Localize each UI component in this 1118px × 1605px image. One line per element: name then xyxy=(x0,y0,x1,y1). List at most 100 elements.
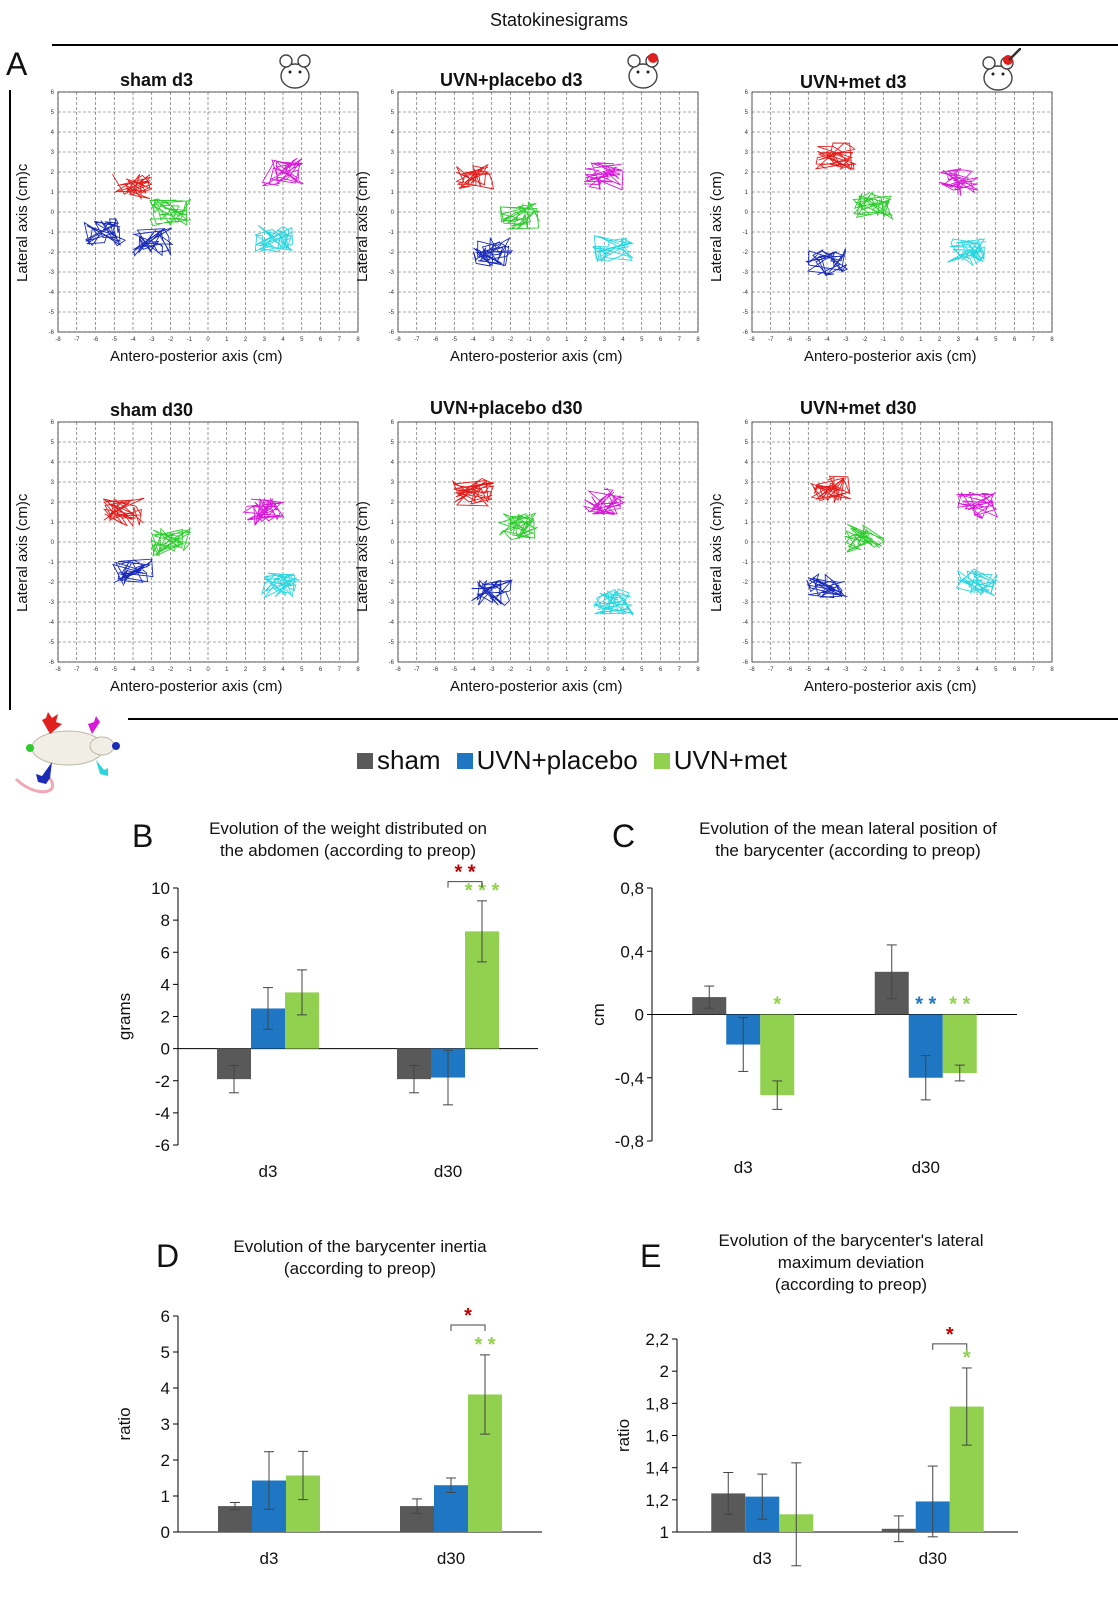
y-axis-label: ratio xyxy=(115,1407,134,1440)
y-tick-label: -5 xyxy=(49,640,55,646)
x-tick-label: 1 xyxy=(565,337,569,343)
chart-b-title-line: the abdomen (according to preop) xyxy=(219,841,477,860)
y-tick-label: -5 xyxy=(743,640,749,646)
y-tick-label: 6 xyxy=(51,420,55,426)
x-tick-label: -7 xyxy=(768,337,774,343)
x-tick-label: 7 xyxy=(338,667,342,673)
y-tick-label: 5 xyxy=(51,110,55,116)
y-tick-label: 3 xyxy=(51,480,55,486)
x-tick-label: 4 xyxy=(281,337,285,343)
y-tick-label: 5 xyxy=(745,440,749,446)
bar xyxy=(218,1506,252,1532)
y-tick-label: 5 xyxy=(745,110,749,116)
y-tick-label: -3 xyxy=(743,600,749,606)
x-tick-label: -6 xyxy=(93,667,99,673)
y-tick-label: 4 xyxy=(51,130,55,136)
chart-e-title-line: Evolution of the barycenter's lateral xyxy=(718,1231,984,1250)
y-tick-label: -1 xyxy=(49,560,55,566)
significance-bracket xyxy=(450,1324,486,1331)
paw-trajectory xyxy=(112,558,154,586)
statokinesigram-xlabel: Antero-posterior axis (cm) xyxy=(110,348,283,365)
x-tick-label: 3 xyxy=(603,667,607,673)
paw-trajectory xyxy=(583,162,624,191)
y-tick-label: 4 xyxy=(391,460,395,466)
y-tick-label: 10 xyxy=(151,879,170,898)
x-tick-label: -6 xyxy=(787,667,793,673)
rat-eye xyxy=(288,70,292,74)
y-tick-label: -5 xyxy=(743,310,749,316)
plot-frame xyxy=(57,421,359,663)
y-tick-label: 2 xyxy=(161,1451,170,1470)
x-tick-label: 8 xyxy=(1050,337,1054,343)
significance-stars: * xyxy=(773,994,781,1016)
x-tick-label: 7 xyxy=(338,337,342,343)
y-tick-label: 2 xyxy=(745,500,749,506)
y-tick-label: 1,8 xyxy=(645,1394,669,1413)
significance-stars: * * xyxy=(474,1334,495,1356)
x-tick-label: 5 xyxy=(300,667,304,673)
x-tick-label: 8 xyxy=(696,337,700,343)
x-tick-label: -5 xyxy=(806,337,812,343)
rat-paws-icon xyxy=(14,712,120,794)
y-tick-label: 2 xyxy=(391,500,395,506)
x-tick-label: 8 xyxy=(356,337,360,343)
x-tick-label: -8 xyxy=(749,337,755,343)
x-tick-label: 1 xyxy=(225,337,229,343)
statokinesigram-title: UVN+placebo d3 xyxy=(440,70,583,90)
paw-trajectory xyxy=(814,142,857,171)
y-tick-label: 1,2 xyxy=(645,1491,669,1510)
chart-c-title-line: Evolution of the mean lateral position o… xyxy=(699,819,997,838)
x-tick-label: -5 xyxy=(806,667,812,673)
legend-item-sham: sham xyxy=(357,745,441,776)
y-tick-label: 6 xyxy=(161,943,170,962)
bar-chart-d: 6 5 4 3 2 1 0 ratio d3 d30 * ** xyxy=(115,1305,542,1568)
x-tick-label: -5 xyxy=(112,667,118,673)
legend-swatch xyxy=(653,752,670,769)
y-tick-label: 5 xyxy=(391,110,395,116)
paw-trajectory xyxy=(150,527,192,558)
paw-trajectory xyxy=(242,497,285,527)
significance-stars: * * xyxy=(915,994,936,1016)
x-tick-label: 5 xyxy=(640,337,644,343)
paw-trajectory xyxy=(261,157,304,187)
y-tick-label: -0,4 xyxy=(615,1069,644,1088)
rat-body xyxy=(628,63,658,89)
y-tick-label: -5 xyxy=(49,310,55,316)
x-tick-label: d3 xyxy=(753,1549,772,1568)
x-tick-label: -3 xyxy=(489,337,495,343)
paw-trajectory xyxy=(497,512,538,541)
x-tick-label: 6 xyxy=(659,337,663,343)
paw-trajectory xyxy=(254,225,293,253)
statokinesigram-plot: -8 -7 -6 -5 -4 -3 -2 -1 0 1 2 3 4 5 6 7 8 6 5 4 3 2 1 0 -1 -2 -3 -4… xyxy=(49,90,361,343)
statokinesigram-plot: -8 -7 -6 -5 -4 -3 -2 -1 0 1 2 3 4 5 6 7 8 6 5 4 3 2 1 0 -1 -2 -3 -4… xyxy=(389,90,701,343)
plot-frame xyxy=(397,91,699,333)
paw-trajectory xyxy=(592,235,634,263)
x-tick-label: 2 xyxy=(938,337,942,343)
y-tick-label: 8 xyxy=(161,911,170,930)
x-tick-label: -1 xyxy=(187,337,193,343)
x-tick-label: 4 xyxy=(621,667,625,673)
x-tick-label: -1 xyxy=(881,337,887,343)
x-tick-label: -1 xyxy=(527,337,533,343)
rat-eye xyxy=(646,70,650,74)
x-tick-label: -7 xyxy=(74,337,80,343)
x-tick-label: 6 xyxy=(659,667,663,673)
y-tick-label: -2 xyxy=(49,250,55,256)
x-tick-label: -3 xyxy=(489,667,495,673)
y-tick-label: -2 xyxy=(389,580,395,586)
paw-trajectory xyxy=(83,217,127,247)
x-tick-label: 4 xyxy=(975,337,979,343)
y-tick-label: -4 xyxy=(155,1104,170,1123)
x-tick-label: 2 xyxy=(938,667,942,673)
panel-letter-c: C xyxy=(612,818,636,854)
x-tick-label: 7 xyxy=(1032,667,1036,673)
y-tick-label: 6 xyxy=(745,90,749,96)
y-tick-label: 6 xyxy=(391,90,395,96)
paw-trajectory xyxy=(805,248,849,277)
x-tick-label: -8 xyxy=(395,337,401,343)
x-tick-label: -2 xyxy=(862,667,868,673)
x-tick-label: -4 xyxy=(470,667,476,673)
y-tick-label: -3 xyxy=(49,270,55,276)
statokinesigram-plot: -8 -7 -6 -5 -4 -3 -2 -1 0 1 2 3 4 5 6 7 8 6 5 4 3 2 1 0 -1 -2 -3 -4… xyxy=(389,420,701,673)
panel-letter-d: D xyxy=(156,1238,180,1274)
